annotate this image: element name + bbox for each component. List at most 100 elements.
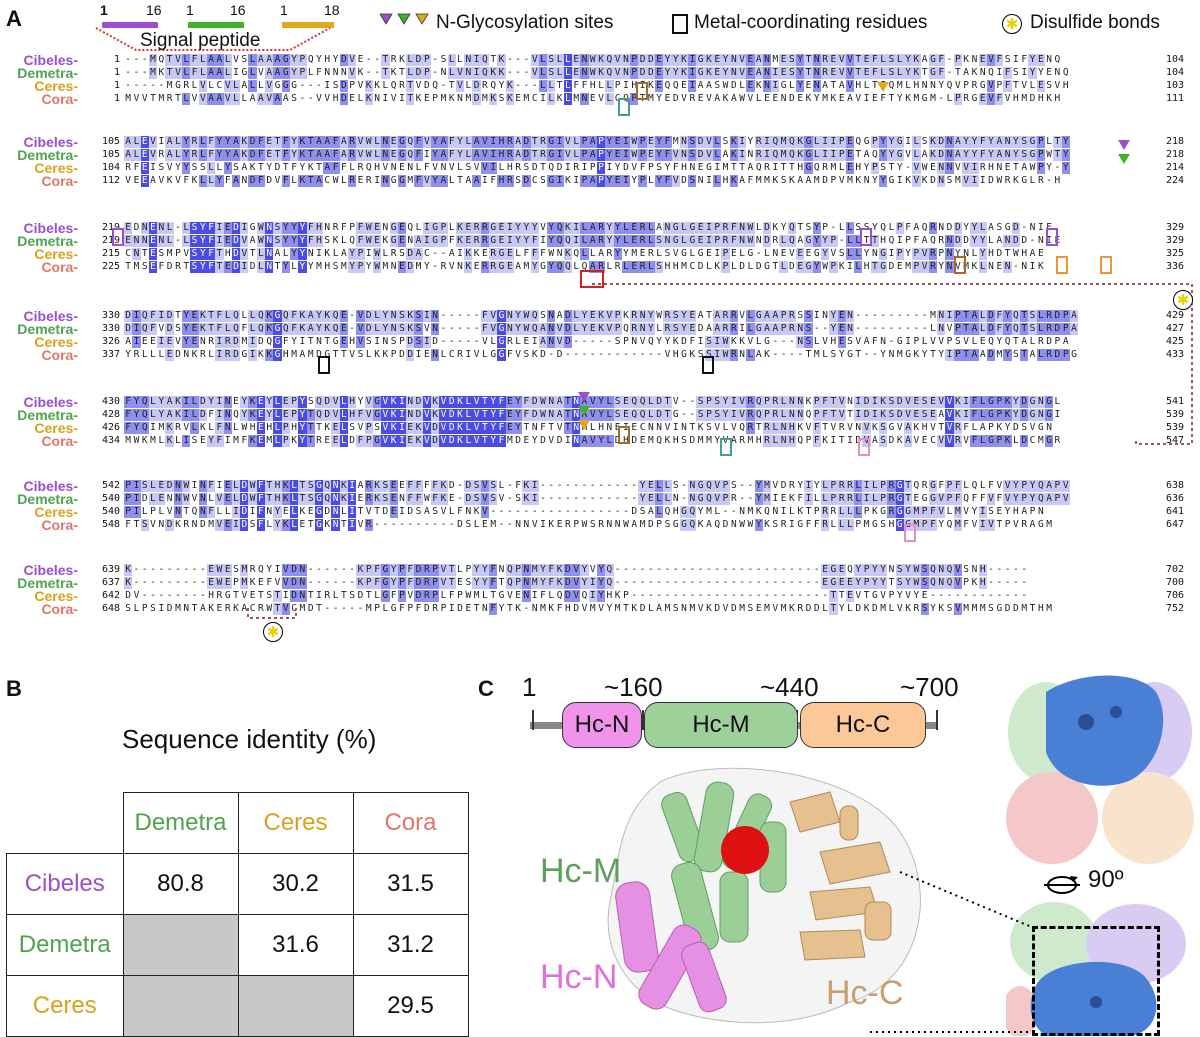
sequence-name: Ceres- bbox=[34, 78, 78, 94]
legend-glycosylation: N-Glycosylation sites bbox=[436, 12, 614, 33]
sequence-start-position: 426 bbox=[101, 422, 120, 433]
sequence-start-position: 642 bbox=[101, 590, 120, 601]
sequence-start-position: 428 bbox=[101, 409, 120, 420]
sequence-end-position: 641 bbox=[1166, 506, 1185, 517]
domain-position: ~440 bbox=[760, 672, 819, 702]
zoom-connector bbox=[870, 871, 1035, 1033]
sequence-start-position: 112 bbox=[101, 175, 120, 186]
zoom-box bbox=[1032, 926, 1160, 1036]
sequence-name: Cibeles- bbox=[23, 220, 78, 236]
glyco-marker bbox=[1118, 140, 1130, 150]
signal-bar-end: 16 bbox=[230, 2, 246, 18]
sequence-end-position: 111 bbox=[1166, 93, 1185, 104]
table-cell: 80.8 bbox=[122, 852, 239, 915]
domain-position: ~700 bbox=[900, 672, 959, 702]
sequence-start-position: 330 bbox=[101, 323, 120, 334]
sequence-name: Cora- bbox=[41, 601, 78, 617]
table-cell: 29.5 bbox=[352, 974, 469, 1037]
sequence-start-position: 330 bbox=[101, 310, 120, 321]
sequence-start-position: 542 bbox=[101, 480, 120, 491]
table-row: Demetra 31.6 31.2 bbox=[6, 913, 469, 976]
sequence-name: Cibeles- bbox=[23, 52, 78, 68]
glyco-marker bbox=[578, 406, 590, 416]
legend-disulfide: Disulfide bonds bbox=[1030, 12, 1160, 33]
metal-site-box bbox=[954, 256, 966, 274]
sequence-name: Cora- bbox=[41, 433, 78, 449]
metal-site-box bbox=[636, 82, 648, 100]
metal-site-box bbox=[904, 524, 916, 542]
sequence-end-position: 427 bbox=[1166, 323, 1185, 334]
metal-site-box bbox=[720, 438, 732, 456]
disulfide-link-line bbox=[247, 608, 297, 619]
table-row: Ceres 29.5 bbox=[6, 974, 469, 1037]
table-cell: 31.2 bbox=[352, 913, 469, 976]
metal-site-box bbox=[618, 98, 630, 116]
domain-hc-m: Hc-M bbox=[644, 702, 798, 748]
metal-site-box bbox=[618, 426, 630, 444]
sequence-start-position: 430 bbox=[101, 396, 120, 407]
identity-table: Demetra Ceres Cora Cibeles 80.8 30.2 31.… bbox=[6, 792, 469, 1037]
domain-tick bbox=[532, 710, 534, 730]
sequence-name: Ceres- bbox=[34, 334, 78, 350]
signal-bar-end: 16 bbox=[146, 2, 162, 18]
sequence-name: Cora- bbox=[41, 91, 78, 107]
table-cell-empty bbox=[122, 913, 239, 976]
sequence-name: Cibeles- bbox=[23, 478, 78, 494]
sequence-start-position: 219 bbox=[101, 222, 120, 233]
sequence-end-position: 325 bbox=[1166, 248, 1185, 259]
identity-table-title: Sequence identity (%) bbox=[122, 724, 377, 754]
sequence-end-position: 547 bbox=[1166, 435, 1185, 446]
sequence-start-position: 105 bbox=[101, 149, 120, 160]
legend-metal: Metal-coordinating residues bbox=[694, 12, 928, 33]
table-cell: 30.2 bbox=[237, 852, 354, 915]
sequence-name: Demetra- bbox=[17, 147, 78, 163]
panel-letter-c: C bbox=[478, 676, 494, 701]
metal-site-box bbox=[702, 356, 714, 374]
sequence-end-position: 702 bbox=[1166, 564, 1185, 575]
sequence-end-position: 706 bbox=[1166, 590, 1185, 601]
metal-site-box bbox=[580, 270, 604, 288]
sequence-start-position: 637 bbox=[101, 577, 120, 588]
metal-site-box bbox=[1046, 228, 1058, 246]
sequence-end-position: 425 bbox=[1166, 336, 1185, 347]
signal-bar-line bbox=[102, 22, 158, 28]
sequence-end-position: 700 bbox=[1166, 577, 1185, 588]
sequence-name: Cibeles- bbox=[23, 394, 78, 410]
sequence-name: Cora- bbox=[41, 517, 78, 533]
sequence-end-position: 539 bbox=[1166, 409, 1185, 420]
sequence-start-position: 548 bbox=[101, 519, 120, 530]
sequence-name: Cibeles- bbox=[23, 562, 78, 578]
sequence-name: Demetra- bbox=[17, 407, 78, 423]
sequence-start-position: 648 bbox=[101, 603, 120, 614]
sequence-name: Ceres- bbox=[34, 504, 78, 520]
panel-letter-b: B bbox=[6, 676, 22, 701]
signal-bar-start: 1 bbox=[100, 2, 108, 18]
sequence-start-position: 540 bbox=[101, 493, 120, 504]
rotation-label: 90º bbox=[1088, 866, 1124, 893]
sequence-name: Demetra- bbox=[17, 575, 78, 591]
metal-site-box bbox=[1056, 256, 1068, 274]
table-cell: 31.6 bbox=[237, 913, 354, 976]
column-header: Cora bbox=[352, 792, 469, 854]
sequence-end-position: 329 bbox=[1166, 235, 1185, 246]
sequence-start-position: 1 bbox=[113, 54, 120, 65]
sequence-start-position: 434 bbox=[101, 435, 120, 446]
table-cell-empty bbox=[237, 974, 354, 1037]
glyco-marker bbox=[578, 420, 590, 430]
signal-bar-line bbox=[188, 22, 244, 28]
sequence-end-position: 218 bbox=[1166, 136, 1185, 147]
metal-site-box bbox=[860, 228, 872, 246]
sequence-end-position: 429 bbox=[1166, 310, 1185, 321]
sequence-end-position: 539 bbox=[1166, 422, 1185, 433]
sequence-end-position: 104 bbox=[1166, 67, 1185, 78]
